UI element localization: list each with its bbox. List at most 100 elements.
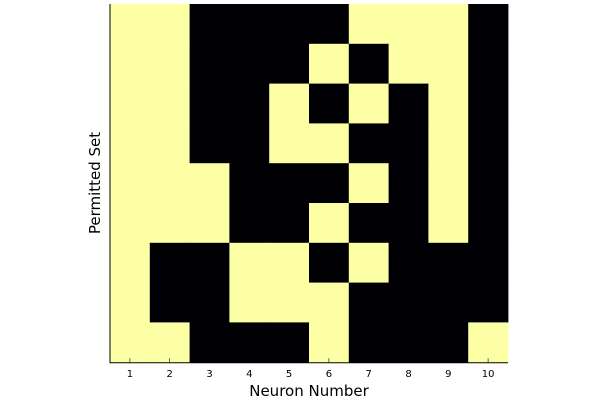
heatmap-cell (388, 203, 429, 244)
heatmap-cell (110, 43, 151, 84)
x-tick-label: 1 (127, 369, 133, 380)
heatmap-cell (149, 123, 190, 164)
heatmap-cell (309, 322, 350, 363)
heatmap-cell (110, 282, 151, 323)
heatmap-cell (348, 282, 389, 323)
heatmap-cell (309, 4, 350, 45)
x-tick-label: 3 (206, 369, 212, 380)
heatmap-cell (309, 203, 350, 244)
heatmap-cell (269, 242, 310, 283)
heatmap-cell (110, 4, 151, 45)
heatmap-cell (309, 83, 350, 124)
heatmap-cell (388, 322, 429, 363)
heatmap-cell (110, 242, 151, 283)
heatmap-cell (149, 242, 190, 283)
heatmap-cell (229, 163, 270, 204)
heatmap-cell (468, 322, 509, 363)
heatmap-cell (229, 4, 270, 45)
heatmap-cell (149, 282, 190, 323)
heatmap-cell (269, 282, 310, 323)
y-axis-title: Permitted Set (86, 132, 104, 234)
heatmap-cell (388, 43, 429, 84)
heatmap-cell (309, 43, 350, 84)
heatmap-cell (348, 123, 389, 164)
heatmap-cell (149, 43, 190, 84)
heatmap-cell (348, 4, 389, 45)
heatmap-cell (189, 163, 230, 204)
heatmap-cell (468, 242, 509, 283)
x-tick-label: 10 (482, 369, 495, 380)
x-tick-label: 9 (445, 369, 451, 380)
heatmap-cell (428, 322, 469, 363)
heatmap-cell (189, 322, 230, 363)
heatmap-cell (189, 43, 230, 84)
heatmap-cell (110, 203, 151, 244)
heatmap-cell (428, 163, 469, 204)
heatmap-cell (428, 43, 469, 84)
heatmap-cell (468, 163, 509, 204)
heatmap-cell (309, 282, 350, 323)
heatmap-cell (269, 4, 310, 45)
x-tick-label: 6 (326, 369, 332, 380)
heatmap-cell (229, 83, 270, 124)
heatmap-cell (149, 4, 190, 45)
heatmap-cell (110, 83, 151, 124)
heatmap-cell (229, 123, 270, 164)
x-axis-title: Neuron Number (249, 382, 369, 400)
heatmap-cell (269, 163, 310, 204)
heatmap-cell (428, 123, 469, 164)
heatmap-cell (149, 322, 190, 363)
heatmap-cell (348, 83, 389, 124)
heatmap-cell (428, 203, 469, 244)
heatmap-cell (428, 282, 469, 323)
heatmap-cell (269, 123, 310, 164)
heatmap-cell (468, 123, 509, 164)
heatmap-cell (388, 123, 429, 164)
heatmap-cell (269, 43, 310, 84)
heatmap-cell (189, 282, 230, 323)
heatmap-cell (348, 242, 389, 283)
heatmap-cell (468, 282, 509, 323)
heatmap-cell (428, 4, 469, 45)
heatmap-cell (269, 322, 310, 363)
heatmap-cell (110, 322, 151, 363)
x-tick-label: 5 (286, 369, 292, 380)
x-tick-label: 7 (366, 369, 372, 380)
heatmap-cell (348, 163, 389, 204)
heatmap-cell (388, 163, 429, 204)
heatmap-cell (269, 203, 310, 244)
heatmap-cell (269, 83, 310, 124)
x-tick-label: 4 (246, 369, 252, 380)
heatmap-cell (189, 83, 230, 124)
heatmap-cell (388, 282, 429, 323)
heatmap-cell (468, 203, 509, 244)
x-tick-label: 8 (405, 369, 411, 380)
heatmap-cell (388, 242, 429, 283)
heatmap-cell (149, 163, 190, 204)
heatmap-cell (309, 163, 350, 204)
heatmap-cell (428, 242, 469, 283)
heatmap-cell (468, 4, 509, 45)
heatmap-cell (309, 242, 350, 283)
heatmap-cell (348, 203, 389, 244)
axes (109, 4, 508, 364)
heatmap-cell (348, 322, 389, 363)
heatmap-cell (348, 43, 389, 84)
heatmap-cell (110, 123, 151, 164)
heatmap-cell (229, 322, 270, 363)
heatmap-cell (468, 83, 509, 124)
heatmap-cell (229, 203, 270, 244)
heatmap-cell (110, 163, 151, 204)
x-tick-label: 2 (167, 369, 173, 380)
heatmap-cell (149, 83, 190, 124)
heatmap-cell (309, 123, 350, 164)
x-tick-labels: 1 2 3 4 5 6 7 8 9 10 (127, 358, 495, 380)
heatmap-cell (149, 203, 190, 244)
heatmap-cell (229, 43, 270, 84)
heatmap-cell (189, 4, 230, 45)
heatmap-cell (388, 4, 429, 45)
heatmap-cell (229, 282, 270, 323)
heatmap-cell (189, 123, 230, 164)
